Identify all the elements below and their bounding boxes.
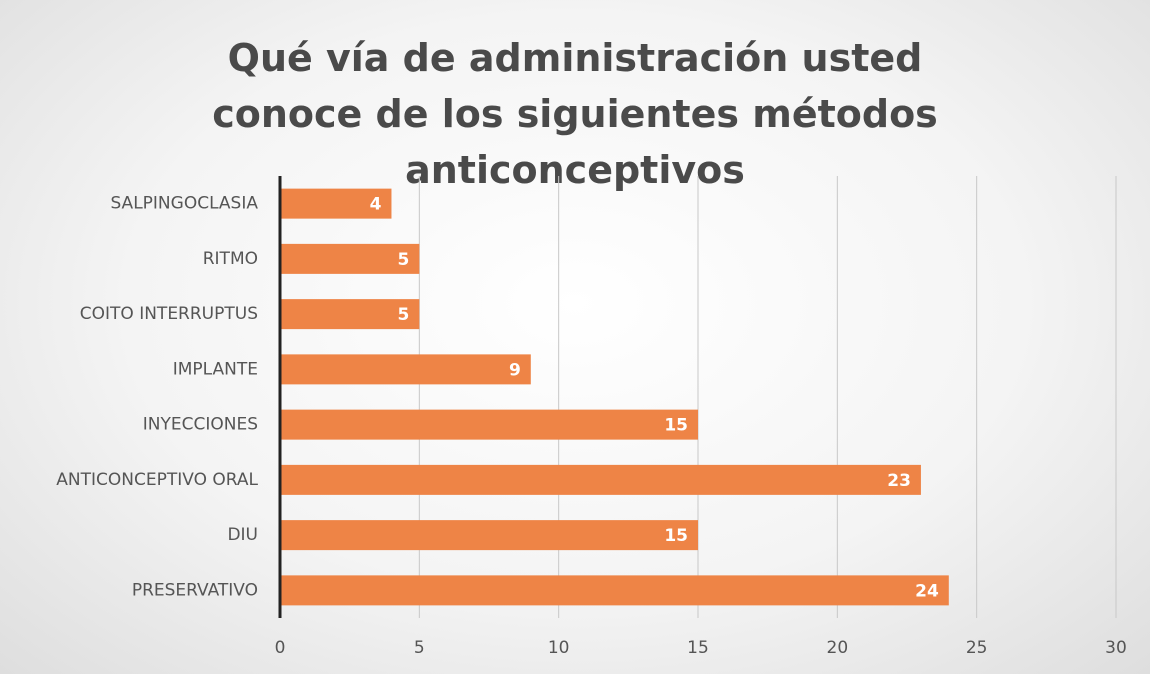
y-tick-label: DIU <box>227 525 258 545</box>
y-tick-label: ANTICONCEPTIVO ORAL <box>56 470 258 490</box>
y-tick-label: SALPINGOCLASIA <box>110 194 258 214</box>
data-label: 24 <box>915 581 939 601</box>
y-tick-label: COITO INTERRUPTUS <box>80 304 258 324</box>
x-tick-label: 5 <box>414 638 425 658</box>
chart-title: Qué vía de administración usted conoce d… <box>212 36 938 192</box>
x-tick-label: 30 <box>1105 638 1127 658</box>
data-label: 5 <box>397 250 409 270</box>
bar <box>280 354 531 385</box>
data-label: 4 <box>370 195 382 215</box>
bar <box>280 299 420 330</box>
y-tick-label: RITMO <box>203 249 258 269</box>
x-tick-label: 25 <box>966 638 988 658</box>
x-tick-label: 15 <box>687 638 709 658</box>
data-label: 5 <box>397 305 409 325</box>
bar <box>280 188 392 219</box>
data-label: 9 <box>509 360 521 380</box>
bar <box>280 409 698 440</box>
y-tick-label: INYECCIONES <box>143 415 258 435</box>
bar <box>280 520 698 551</box>
data-label: 15 <box>664 416 688 436</box>
x-tick-label: 20 <box>827 638 849 658</box>
data-label: 23 <box>887 471 911 491</box>
bar <box>280 575 949 606</box>
bar <box>280 464 921 495</box>
x-tick-label: 10 <box>548 638 570 658</box>
y-tick-label: PRESERVATIVO <box>132 580 258 600</box>
data-label: 15 <box>664 526 688 546</box>
y-tick-label: IMPLANTE <box>173 359 258 379</box>
bar <box>280 243 420 274</box>
x-tick-label: 0 <box>275 638 286 658</box>
